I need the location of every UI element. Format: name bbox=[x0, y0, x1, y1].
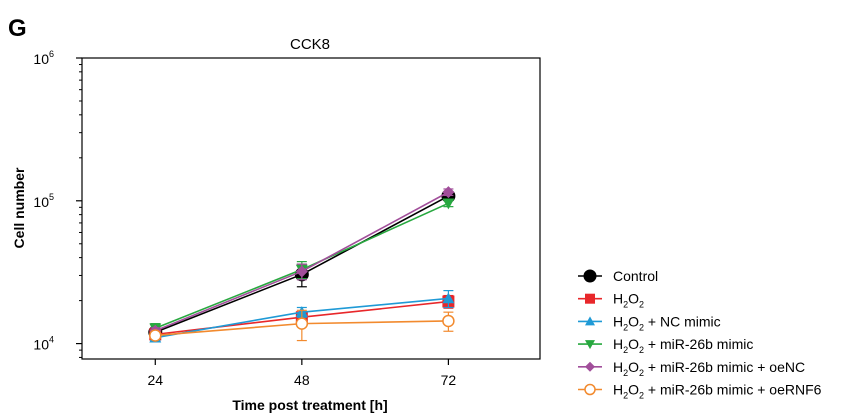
x-tick-label: 72 bbox=[441, 372, 457, 388]
legend-label: H2O2 + miR-26b mimic + oeRNF6 bbox=[613, 382, 822, 401]
legend-marker bbox=[585, 361, 595, 372]
data-point bbox=[442, 292, 455, 304]
data-point bbox=[442, 314, 455, 328]
legend-item-5: H2O2 + miR-26b mimic + oeNC bbox=[578, 359, 805, 378]
legend-label: Control bbox=[613, 268, 658, 284]
legend-item-6: H2O2 + miR-26b mimic + oeRNF6 bbox=[578, 382, 822, 401]
plot-area-frame bbox=[81, 57, 541, 360]
x-axis: 24 48 72 bbox=[147, 359, 456, 388]
legend-item-3: H2O2 + NC mimic bbox=[578, 313, 721, 332]
data-point bbox=[149, 329, 162, 342]
legend-marker bbox=[585, 316, 595, 326]
series-layer bbox=[148, 186, 456, 343]
legend-label: H2O2 bbox=[613, 291, 644, 310]
y-axis-title: Cell number bbox=[11, 167, 27, 248]
legend-marker bbox=[584, 383, 596, 396]
legend-label: H2O2 + NC mimic bbox=[613, 313, 721, 332]
legend-label: H2O2 + miR-26b mimic bbox=[613, 336, 753, 355]
data-point bbox=[295, 265, 308, 278]
chart-title: CCK8 bbox=[290, 36, 330, 53]
x-tick-label: 48 bbox=[294, 372, 310, 388]
data-point bbox=[442, 198, 455, 210]
y-tick-label: 105 bbox=[33, 192, 54, 210]
x-tick-label: 24 bbox=[147, 372, 163, 388]
x-axis-title: Time post treatment [h] bbox=[232, 397, 387, 413]
y-tick-label: 106 bbox=[33, 49, 54, 67]
legend-marker bbox=[585, 340, 595, 350]
y-axis: 104 105 106 bbox=[33, 49, 82, 358]
panel-label: G bbox=[8, 15, 27, 42]
data-point bbox=[295, 317, 309, 330]
legend-marker bbox=[583, 269, 597, 283]
legend-item-4: H2O2 + miR-26b mimic bbox=[578, 336, 753, 355]
legend-label: H2O2 + miR-26b mimic + oeNC bbox=[613, 359, 805, 378]
legend: Control H2O2 H2O2 + NC mimic H2O2 + miR-26b… bbox=[578, 268, 822, 401]
legend-item-1: Control bbox=[578, 268, 658, 284]
legend-item-2: H2O2 bbox=[578, 291, 644, 310]
series-6 bbox=[149, 309, 455, 342]
data-point bbox=[442, 186, 455, 199]
legend-marker bbox=[585, 293, 595, 304]
y-tick-label: 104 bbox=[33, 335, 54, 353]
